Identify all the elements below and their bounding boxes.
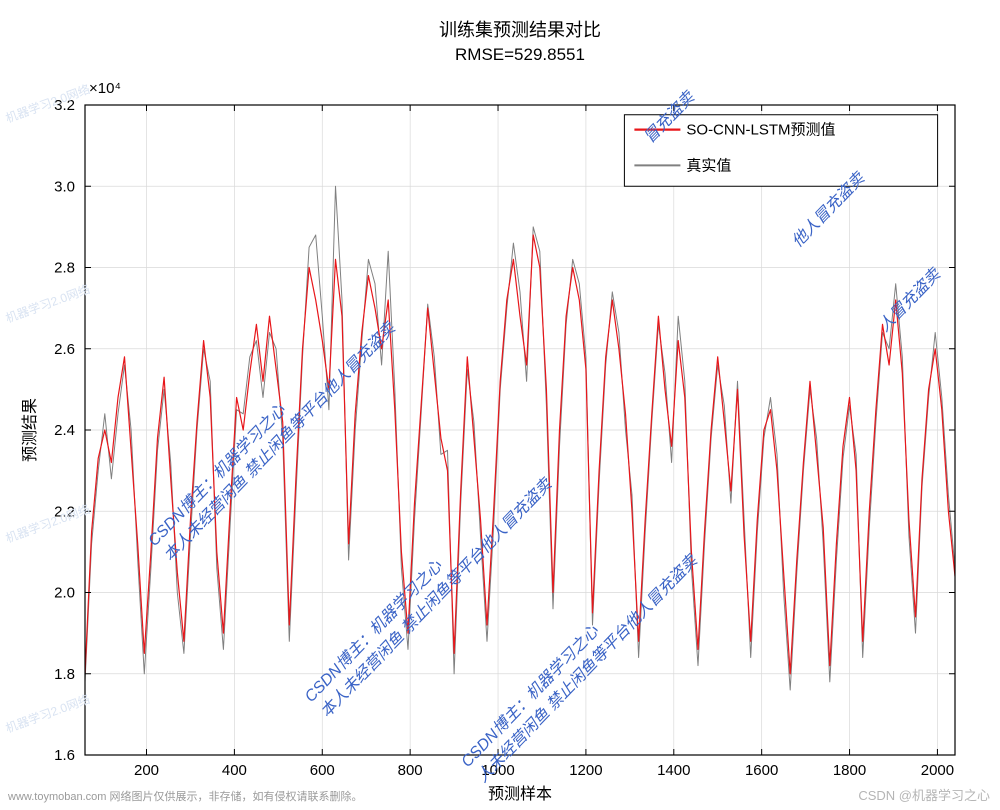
footer-attribution-right: CSDN @机器学习之心 — [858, 785, 990, 804]
xtick-label: 1600 — [745, 762, 778, 779]
xtick-label: 400 — [222, 762, 247, 779]
ytick-label: 2.2 — [54, 503, 75, 520]
y-multiplier: ×10⁴ — [89, 80, 121, 97]
xtick-label: 1800 — [833, 762, 866, 779]
chart-title: 训练集预测结果对比 — [439, 20, 601, 40]
ytick-label: 2.6 — [54, 341, 75, 358]
ytick-label: 3.2 — [54, 97, 75, 114]
xtick-label: 200 — [134, 762, 159, 779]
ytick-label: 1.8 — [54, 666, 75, 683]
ytick-label: 2.4 — [54, 422, 75, 439]
ytick-label: 3.0 — [54, 178, 75, 195]
xtick-label: 1400 — [657, 762, 690, 779]
y-axis-label: 预测结果 — [21, 398, 39, 462]
legend-label: 真实值 — [686, 156, 731, 174]
line-chart: 2004006008001000120014001600180020001.61… — [0, 0, 1000, 810]
xtick-label: 800 — [398, 762, 423, 779]
x-axis-label: 预测样本 — [488, 785, 552, 803]
footer-attribution-left: www.toymoban.com 网络图片仅供展示，非存储，如有侵权请联系删除。 — [8, 788, 362, 804]
xtick-label: 2000 — [921, 762, 954, 779]
xtick-label: 600 — [310, 762, 335, 779]
ytick-label: 1.6 — [54, 747, 75, 764]
chart-container: 2004006008001000120014001600180020001.61… — [0, 0, 1000, 810]
legend-label: SO-CNN-LSTM预测值 — [686, 122, 835, 139]
xtick-label: 1200 — [569, 762, 602, 779]
ytick-label: 2.8 — [54, 260, 75, 277]
ytick-label: 2.0 — [54, 585, 75, 602]
chart-subtitle: RMSE=529.8551 — [455, 45, 585, 64]
